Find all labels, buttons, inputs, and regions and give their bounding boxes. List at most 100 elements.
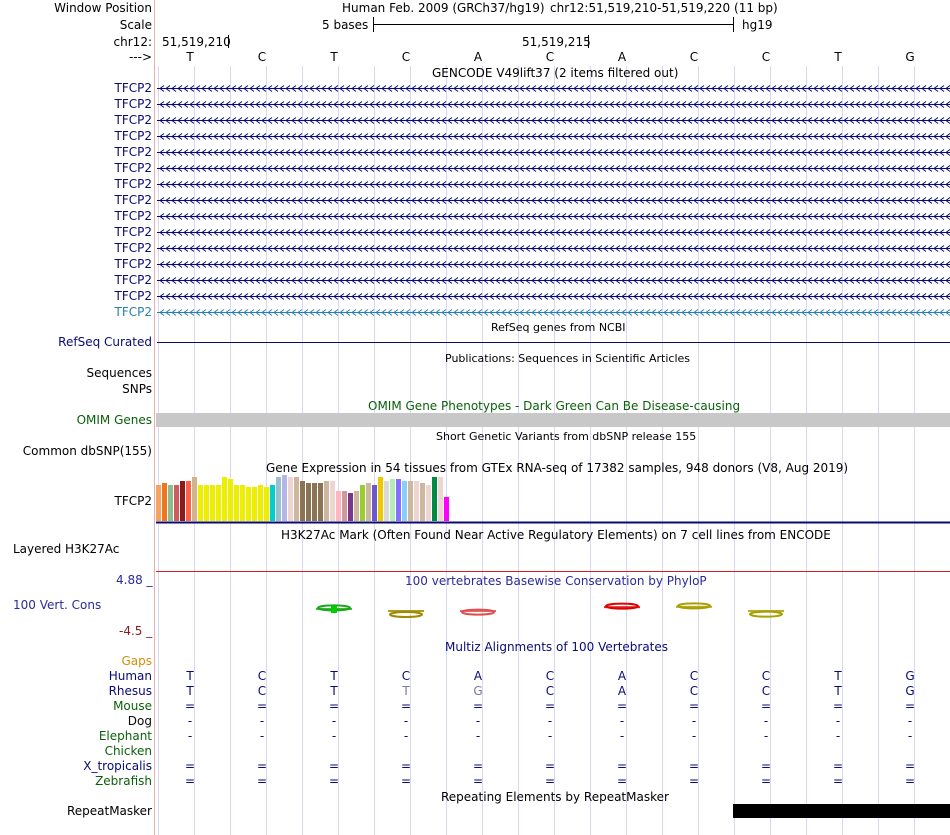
base-letter: A xyxy=(473,50,483,64)
alignment-base: = xyxy=(400,774,412,788)
alignment-base: T xyxy=(186,669,194,683)
sequences-track-label[interactable]: Sequences xyxy=(86,366,152,380)
gtex-tissue-bar xyxy=(270,485,275,521)
alignment-base: = xyxy=(184,699,196,713)
gtex-tissue-bar xyxy=(354,491,359,521)
gencode-gene-label[interactable]: TFCP2 xyxy=(114,145,152,159)
omim-track-title[interactable]: OMIM Gene Phenotypes - Dark Green Can Be… xyxy=(368,399,741,413)
alignment-base: - xyxy=(763,714,769,728)
omim-track-label[interactable]: OMIM Genes xyxy=(76,413,152,427)
alignment-base: C xyxy=(401,669,411,683)
h3k27ac-track-title[interactable]: H3K27Ac Mark (Often Found Near Active Re… xyxy=(281,528,831,542)
species-label[interactable]: X_tropicalis xyxy=(83,759,152,773)
gencode-gene-label[interactable]: TFCP2 xyxy=(114,209,152,223)
gtex-tissue-bar xyxy=(360,485,365,521)
phylop-track-title[interactable]: 100 vertebrates Basewise Conservation by… xyxy=(405,574,707,588)
gtex-track-title[interactable]: Gene Expression in 54 tissues from GTEx … xyxy=(266,461,849,475)
alignment-base: T xyxy=(330,684,338,698)
publications-track-title[interactable]: Publications: Sequences in Scientific Ar… xyxy=(445,352,690,365)
repeatmasker-track-title[interactable]: Repeating Elements by RepeatMasker xyxy=(441,790,669,804)
alignment-base: = xyxy=(328,774,340,788)
gencode-gene-label[interactable]: TFCP2 xyxy=(114,97,152,111)
alignment-base: = xyxy=(904,699,916,713)
base-letter: T xyxy=(330,50,338,64)
gtex-tissue-bar xyxy=(210,485,215,521)
alignment-base: - xyxy=(547,729,553,743)
refseq-track-title[interactable]: RefSeq genes from NCBI xyxy=(491,321,626,334)
alignment-base: - xyxy=(835,729,841,743)
gencode-gene-label[interactable]: TFCP2 xyxy=(114,81,152,95)
coord-start: 51,519,210 xyxy=(162,35,231,49)
gencode-track-title[interactable]: GENCODE V49lift37 (2 items filtered out) xyxy=(432,66,679,80)
gencode-gene-label[interactable]: TFCP2 xyxy=(114,273,152,287)
gtex-tissue-bar xyxy=(420,483,425,521)
strand-chevrons xyxy=(159,133,950,140)
window-position-label: Window Position xyxy=(54,1,152,15)
alignment-base: C xyxy=(689,669,699,683)
strand-chevrons xyxy=(159,229,950,236)
species-label[interactable]: Chicken xyxy=(104,744,152,758)
alignment-base: = xyxy=(328,699,340,713)
h3k27ac-track-label[interactable]: Layered H3K27Ac xyxy=(13,542,120,556)
base-letter: C xyxy=(545,50,555,64)
gtex-tissue-bar xyxy=(234,485,239,521)
phylop-track-label[interactable]: 100 Vert. Cons xyxy=(13,598,102,612)
gencode-gene-label[interactable]: TFCP2 xyxy=(114,193,152,207)
alignment-base: - xyxy=(259,714,265,728)
repeatmasker-track-label[interactable]: RepeatMasker xyxy=(66,804,152,818)
dbsnp-track-title[interactable]: Short Genetic Variants from dbSNP releas… xyxy=(436,430,697,443)
dbsnp-track-label[interactable]: Common dbSNP(155) xyxy=(22,444,152,458)
species-label[interactable]: Mouse xyxy=(113,699,152,713)
alignment-base: = xyxy=(472,759,484,773)
base-letter: T xyxy=(834,50,842,64)
gtex-tissue-bar xyxy=(306,483,311,521)
species-label[interactable]: Elephant xyxy=(98,729,152,743)
gencode-gene-label[interactable]: TFCP2 xyxy=(114,129,152,143)
strand-chevrons xyxy=(159,309,950,316)
alignment-base: = xyxy=(616,774,628,788)
multiz-track-title[interactable]: Multiz Alignments of 100 Vertebrates xyxy=(445,640,669,654)
gtex-tissue-bar xyxy=(186,481,191,521)
gencode-gene-label[interactable]: TFCP2 xyxy=(114,305,152,319)
gtex-tissue-bar xyxy=(258,485,263,521)
gtex-tissue-bar xyxy=(378,477,383,521)
alignment-base: = xyxy=(544,759,556,773)
gencode-gene-label[interactable]: TFCP2 xyxy=(114,257,152,271)
base-letter: T xyxy=(186,50,194,64)
strand-chevrons xyxy=(159,181,950,188)
alignment-base: = xyxy=(760,774,772,788)
gencode-gene-label[interactable]: TFCP2 xyxy=(114,241,152,255)
gencode-gene-label[interactable]: TFCP2 xyxy=(114,225,152,239)
phylop-min-label: -4.5 _ xyxy=(119,624,153,638)
gtex-tissue-bar xyxy=(396,479,401,521)
phylop-glyph xyxy=(677,602,711,610)
gencode-gene-label[interactable]: TFCP2 xyxy=(114,289,152,303)
gtex-tissue-bar xyxy=(162,483,167,521)
species-label[interactable]: Rhesus xyxy=(108,684,152,698)
phylop-mark xyxy=(676,605,712,608)
alignment-base: T xyxy=(402,684,410,698)
gtex-tissue-bar xyxy=(168,485,173,521)
alignment-base: G xyxy=(473,684,483,698)
gtex-tissue-bar xyxy=(300,481,305,521)
base-letter: C xyxy=(689,50,699,64)
alignment-base: - xyxy=(259,729,265,743)
gtex-track-label[interactable]: TFCP2 xyxy=(114,494,152,508)
snps-track-label[interactable]: SNPs xyxy=(122,382,152,396)
gencode-gene-label[interactable]: TFCP2 xyxy=(114,177,152,191)
strand-chevrons xyxy=(159,213,950,220)
gencode-gene-label[interactable]: TFCP2 xyxy=(114,113,152,127)
gencode-gene-label[interactable]: TFCP2 xyxy=(114,161,152,175)
position-text: chr12:51,519,210-51,519,220 (11 bp) xyxy=(550,1,778,15)
species-label[interactable]: Zebrafish xyxy=(95,774,152,788)
alignment-base: C xyxy=(761,684,771,698)
alignment-base: C xyxy=(257,684,267,698)
refseq-track-label[interactable]: RefSeq Curated xyxy=(58,335,152,349)
species-label[interactable]: Dog xyxy=(127,714,152,728)
alignment-base: - xyxy=(187,729,193,743)
alignment-base: = xyxy=(760,759,772,773)
alignment-base: = xyxy=(832,774,844,788)
alignment-base: A xyxy=(617,684,627,698)
species-label[interactable]: Human xyxy=(108,669,152,683)
gtex-tissue-bar xyxy=(252,487,257,521)
